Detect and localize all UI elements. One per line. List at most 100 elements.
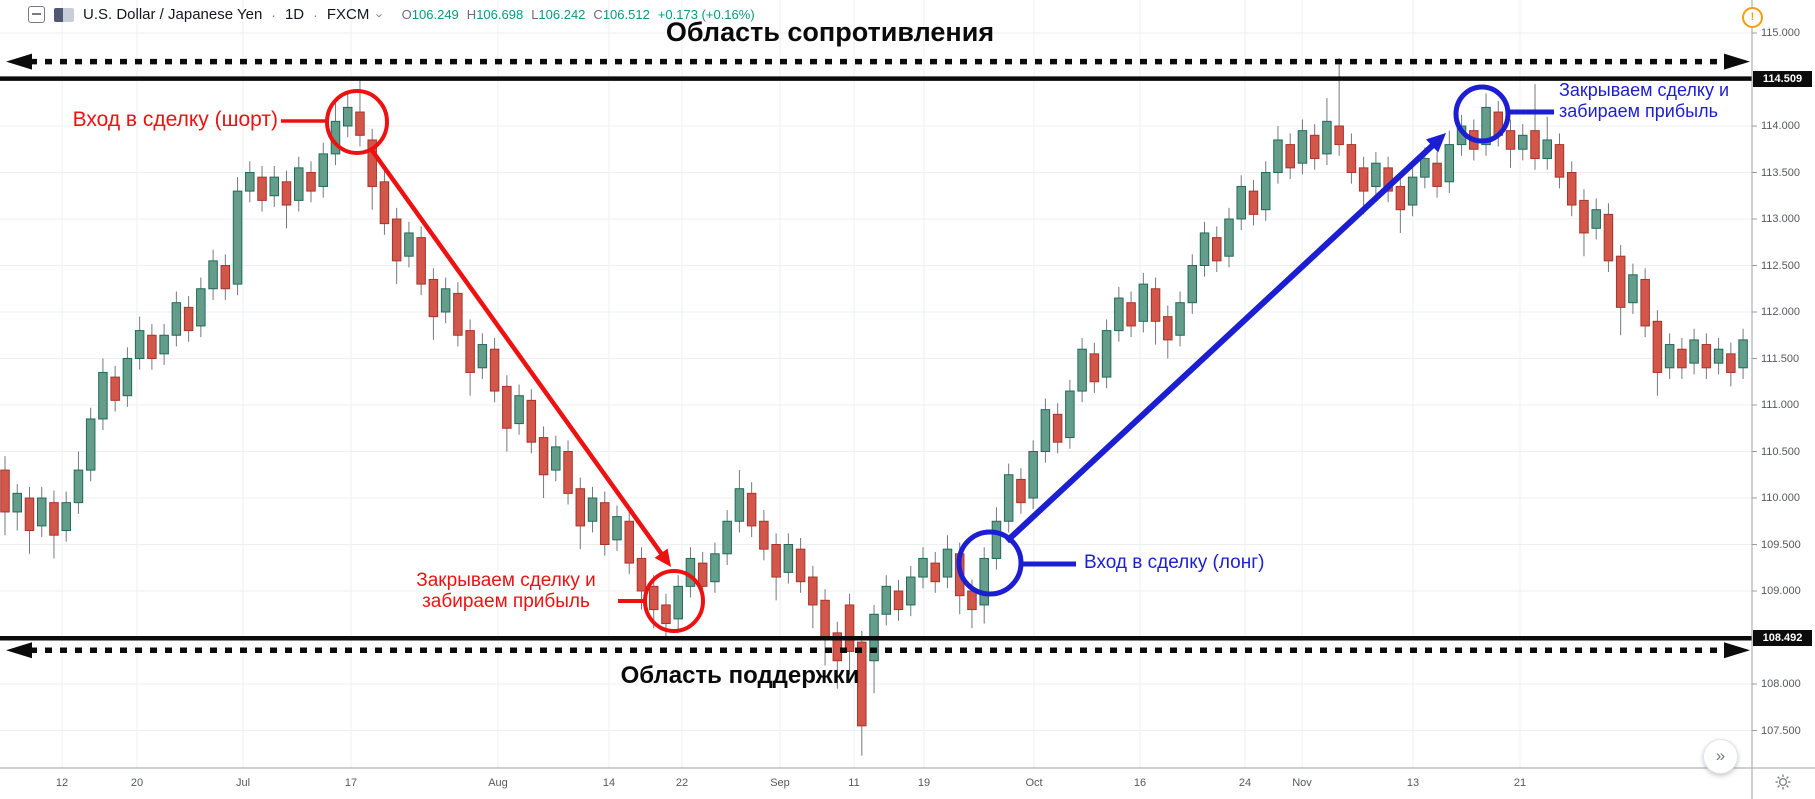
candle-body <box>453 292 463 336</box>
candle-body <box>1701 344 1712 369</box>
candle-body <box>355 111 365 136</box>
candle-body <box>134 330 145 360</box>
candle-body <box>820 599 830 638</box>
candle-body <box>1371 162 1381 187</box>
left-arrowhead <box>6 642 32 659</box>
candle-body <box>1052 413 1063 443</box>
candle-body <box>771 544 781 578</box>
left-arrowhead <box>6 53 32 70</box>
time-axis-label: 21 <box>1513 777 1527 789</box>
ohlc-readout: O106.249 H106.698 L106.242 C106.512 +0.1… <box>402 7 755 22</box>
candle-body <box>342 106 353 127</box>
collapse-pane-icon[interactable] <box>28 6 45 23</box>
candle-body <box>979 557 989 606</box>
price-axis-label: 110.000 <box>1761 492 1800 504</box>
low-value: 106.242 <box>538 7 586 22</box>
short-trade-arrow[interactable] <box>369 147 666 559</box>
candle-body <box>636 557 647 592</box>
candle-body <box>1346 144 1357 174</box>
long-trade-arrow[interactable] <box>1004 139 1439 544</box>
time-axis-label: Nov <box>1292 777 1312 789</box>
candle-body <box>245 172 255 192</box>
candle-body <box>1224 218 1234 257</box>
candle-body <box>1003 474 1014 522</box>
candle-body <box>1150 288 1161 322</box>
right-arrowhead <box>1724 642 1750 659</box>
symbol-title[interactable]: U.S. Dollar / Japanese Yen <box>83 6 263 23</box>
candle-body <box>183 306 194 332</box>
long-exit-circle[interactable] <box>1453 84 1511 144</box>
candle-body <box>1407 176 1418 206</box>
candle-body <box>1114 297 1124 332</box>
candle-body <box>918 557 928 578</box>
price-axis-label: 112.500 <box>1761 259 1800 272</box>
time-axis-label: Jul <box>235 777 251 789</box>
candle-body <box>1126 302 1136 327</box>
candle-body <box>881 585 892 615</box>
candle-body <box>1554 144 1565 178</box>
candle-body <box>257 176 267 201</box>
candle-body <box>612 516 622 541</box>
open-value: 106.249 <box>411 7 459 22</box>
candle-body <box>98 371 108 420</box>
candle-body <box>1689 339 1699 364</box>
candle-body <box>1297 130 1308 164</box>
candle-body <box>171 302 182 336</box>
candle-body <box>722 520 732 555</box>
candle-body <box>1187 265 1198 304</box>
candle-body <box>36 497 47 527</box>
candle-body <box>551 446 561 471</box>
candle-body <box>1395 185 1406 211</box>
candle-body <box>12 492 22 513</box>
candle-body <box>502 385 512 429</box>
time-axis-label: Oct <box>1025 777 1043 789</box>
candle-body <box>514 395 524 425</box>
candle-body <box>991 520 1002 559</box>
interval-button[interactable]: 1D <box>284 6 305 23</box>
candle-body <box>110 376 120 401</box>
candle-body <box>1163 316 1173 341</box>
candle-body <box>1101 330 1112 378</box>
candle-body <box>1505 130 1516 150</box>
candle-body <box>404 232 414 257</box>
candle-body <box>306 172 316 192</box>
short-entry-circle[interactable] <box>325 89 389 155</box>
candle-body <box>1738 339 1748 369</box>
candle-body <box>1726 353 1736 373</box>
candle-body <box>379 181 390 225</box>
candle-body <box>477 344 488 369</box>
short-trade-arrowhead <box>654 548 671 567</box>
candle-body <box>600 502 610 545</box>
separator-dot: · <box>271 6 276 23</box>
close-value: 106.512 <box>602 7 650 22</box>
candle-body <box>159 334 169 355</box>
chart-header: U.S. Dollar / Japanese Yen · 1D · FXCM ›… <box>28 6 755 23</box>
candle-body <box>697 562 708 587</box>
long-entry-circle[interactable] <box>956 529 1024 597</box>
price-axis-label: 109.500 <box>1761 538 1801 551</box>
price-axis-label: 107.500 <box>1761 724 1801 737</box>
candle-body <box>587 497 598 522</box>
exchange-button[interactable]: FXCM <box>326 6 370 23</box>
candle-body <box>1664 344 1675 369</box>
candle-body <box>1615 255 1626 308</box>
short-exit-circle[interactable] <box>643 569 705 633</box>
chevron-down-icon[interactable]: › <box>373 13 388 18</box>
candle-body <box>1065 390 1075 439</box>
price-axis-label: 113.500 <box>1761 166 1800 179</box>
candle-body <box>893 590 904 611</box>
candle-body <box>526 399 537 443</box>
candle-body <box>844 604 855 652</box>
theme-sun-icon[interactable] <box>1774 773 1792 791</box>
scroll-right-button[interactable]: » <box>1703 739 1738 774</box>
candle-body <box>1444 144 1455 183</box>
candle-body <box>1420 158 1430 178</box>
candle-body <box>538 437 549 476</box>
candle-body <box>391 218 402 262</box>
candle-body <box>1089 353 1100 383</box>
right-arrowhead <box>1724 53 1750 70</box>
candle-body <box>942 548 953 578</box>
data-warning-icon[interactable]: ! <box>1742 7 1763 28</box>
candle-body <box>1077 348 1087 392</box>
